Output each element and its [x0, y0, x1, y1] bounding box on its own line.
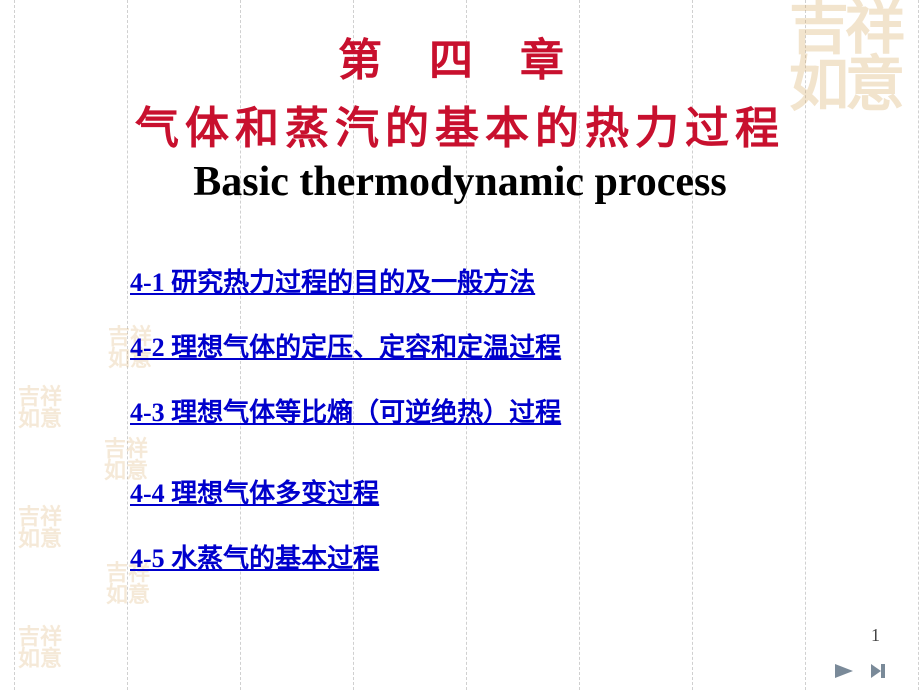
- toc-item-4-1: 4-1 研究热力过程的目的及一般方法: [130, 262, 810, 299]
- chapter-title-chinese: 气体和蒸汽的基本的热力过程: [0, 92, 920, 156]
- table-of-contents: 4-1 研究热力过程的目的及一般方法 4-2 理想气体的定压、定容和定温过程 4…: [130, 262, 810, 603]
- play-icon: [835, 664, 853, 678]
- toc-item-4-5: 4-5 水蒸气的基本过程: [130, 538, 810, 575]
- nav-next-button[interactable]: [832, 662, 856, 680]
- chapter-number: 第 四 章: [0, 24, 920, 88]
- toc-link-4-2[interactable]: 4-2 理想气体的定压、定容和定温过程: [130, 333, 561, 362]
- skip-end-icon: [871, 664, 885, 678]
- nav-controls: [832, 662, 890, 680]
- toc-link-4-3[interactable]: 4-3 理想气体等比熵（可逆绝热）过程: [130, 398, 561, 427]
- toc-item-4-3: 4-3 理想气体等比熵（可逆绝热）过程: [130, 392, 810, 429]
- toc-item-4-4: 4-4 理想气体多变过程: [130, 473, 810, 510]
- watermark-seal: 吉祥如意: [12, 500, 68, 556]
- toc-link-4-5[interactable]: 4-5 水蒸气的基本过程: [130, 544, 379, 573]
- toc-link-4-4[interactable]: 4-4 理想气体多变过程: [130, 479, 379, 508]
- page-number: 1: [871, 625, 880, 646]
- toc-link-4-1[interactable]: 4-1 研究热力过程的目的及一般方法: [130, 268, 535, 297]
- nav-last-button[interactable]: [866, 662, 890, 680]
- watermark-seal: 吉祥如意: [12, 380, 68, 436]
- chapter-title-english: Basic thermodynamic process: [0, 158, 920, 206]
- toc-item-4-2: 4-2 理想气体的定压、定容和定温过程: [130, 327, 810, 364]
- watermark-seal: 吉祥如意: [12, 620, 68, 676]
